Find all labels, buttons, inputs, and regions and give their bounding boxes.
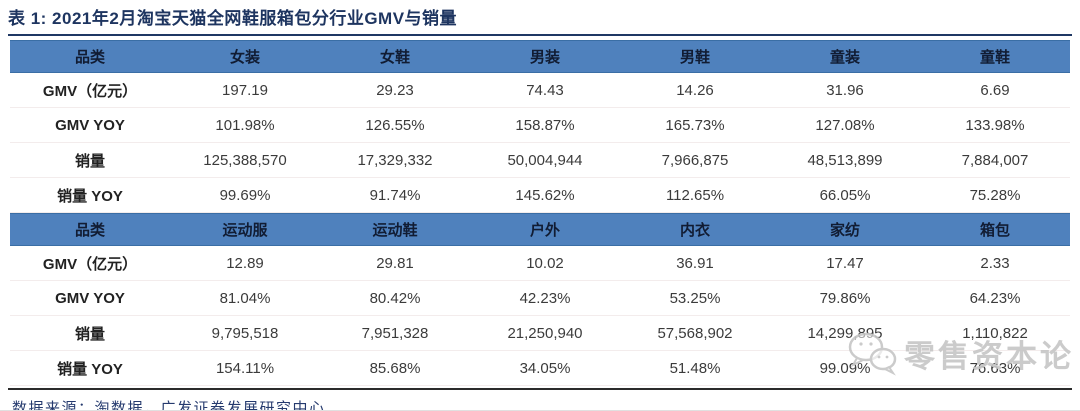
data-cell: 158.87% <box>515 116 575 134</box>
data-cell: 50,004,944 <box>507 151 583 169</box>
data-cell: 29.81 <box>376 254 414 272</box>
data-cell: 91.74% <box>369 186 421 204</box>
row-label: 销量 YOY <box>57 360 123 378</box>
data-cell: 64.23% <box>969 289 1021 307</box>
title-underline <box>8 34 1072 36</box>
data-cell: 197.19 <box>222 81 268 99</box>
header-cell: 童鞋 <box>979 49 1010 66</box>
data-cell: 1,110,822 <box>962 324 1028 342</box>
data-cell: 21,250,940 <box>507 324 583 342</box>
table-row: 销量 YOY 99.69% 91.74% 145.62% 112.65% 66.05% 75… <box>10 178 1070 213</box>
data-cell: 145.62% <box>515 186 575 204</box>
data-cell: 17,329,332 <box>357 151 433 169</box>
data-cell: 85.68% <box>369 359 421 377</box>
data-cell: 133.98% <box>965 116 1025 134</box>
table-header-row: 品类 运动服 运动鞋 户外 内衣 家纺 箱包 <box>10 213 1070 246</box>
data-cell: 7,951,328 <box>361 324 429 342</box>
data-source-note: 数据来源：淘数据，广发证券发展研究中心 <box>12 400 326 411</box>
table-row: GMV（亿元） 197.19 29.23 74.43 14.26 31.96 6.69 <box>10 73 1070 108</box>
row-label: 销量 <box>74 152 105 170</box>
data-cell: 74.43 <box>526 81 564 99</box>
data-cell: 53.25% <box>669 289 721 307</box>
header-cell: 运动服 <box>222 222 268 239</box>
header-cell: 箱包 <box>979 222 1010 239</box>
table-title: 表 1: 2021年2月淘宝天猫全网鞋服箱包分行业GMV与销量 <box>8 9 458 28</box>
header-cell: 男装 <box>529 49 560 66</box>
data-cell: 34.05% <box>519 359 571 377</box>
header-cell: 户外 <box>529 222 560 239</box>
data-cell: 29.23 <box>376 81 414 99</box>
data-cell: 126.55% <box>365 116 425 134</box>
row-label: 销量 <box>74 325 105 343</box>
data-cell: 79.86% <box>819 289 871 307</box>
table-row: 销量 9,795,518 7,951,328 21,250,940 57,568,902… <box>10 316 1070 351</box>
footer-rule <box>8 388 1072 390</box>
row-label: GMV YOY <box>55 289 125 307</box>
data-cell: 99.09% <box>819 359 871 377</box>
data-cell: 127.08% <box>815 116 875 134</box>
data-cell: 7,884,007 <box>961 151 1029 169</box>
data-cell: 66.05% <box>819 186 871 204</box>
header-cell: 内衣 <box>679 222 710 239</box>
data-cell: 2.33 <box>980 254 1010 272</box>
data-cell: 125,388,570 <box>203 151 287 169</box>
table-row: GMV YOY 81.04% 80.42% 42.23% 53.25% 79.86% 64.… <box>10 281 1070 316</box>
data-cell: 76.63% <box>969 359 1021 377</box>
data-cell: 14,299,895 <box>807 324 883 342</box>
data-cell: 57,568,902 <box>657 324 733 342</box>
header-cell: 女鞋 <box>379 49 410 66</box>
data-cell: 10.02 <box>526 254 564 272</box>
header-cell: 品类 <box>74 49 105 66</box>
data-cell: 101.98% <box>215 116 275 134</box>
header-cell: 女装 <box>229 49 260 66</box>
data-cell: 80.42% <box>369 289 421 307</box>
data-cell: 17.47 <box>826 254 864 272</box>
data-cell: 12.89 <box>226 254 264 272</box>
data-cell: 99.69% <box>219 186 271 204</box>
data-cell: 6.69 <box>980 81 1010 99</box>
table-header-row: 品类 女装 女鞋 男装 男鞋 童装 童鞋 <box>10 40 1070 73</box>
header-cell: 品类 <box>74 222 105 239</box>
data-cell: 75.28% <box>969 186 1021 204</box>
data-cell: 7,966,875 <box>661 151 729 169</box>
data-cell: 31.96 <box>826 81 864 99</box>
header-cell: 男鞋 <box>679 49 710 66</box>
row-label: GMV YOY <box>55 116 125 134</box>
table-row: 销量 YOY 154.11% 85.68% 34.05% 51.48% 99.09% 76.… <box>10 351 1070 386</box>
data-cell: 48,513,899 <box>807 151 883 169</box>
data-cell: 9,795,518 <box>211 324 279 342</box>
header-cell: 家纺 <box>829 222 860 239</box>
data-cell: 81.04% <box>219 289 271 307</box>
table-row: GMV（亿元） 12.89 29.81 10.02 36.91 17.47 2.33 <box>10 246 1070 281</box>
data-cell: 154.11% <box>215 359 275 377</box>
gmv-sales-table: 品类 女装 女鞋 男装 男鞋 童装 童鞋 GMV（亿元） 197.19 29.23 74.43 14.… <box>10 40 1070 386</box>
row-label: GMV（亿元） <box>42 255 138 273</box>
data-cell: 36.91 <box>676 254 714 272</box>
data-cell: 14.26 <box>676 81 714 99</box>
header-cell: 运动鞋 <box>372 222 418 239</box>
row-label: GMV（亿元） <box>42 82 138 100</box>
data-cell: 165.73% <box>665 116 725 134</box>
header-cell: 童装 <box>829 49 860 66</box>
table-row: GMV YOY 101.98% 126.55% 158.87% 165.73% 127.0… <box>10 108 1070 143</box>
row-label: 销量 YOY <box>57 187 123 205</box>
data-cell: 51.48% <box>669 359 721 377</box>
table-row: 销量 125,388,570 17,329,332 50,004,944 7,966,8… <box>10 143 1070 178</box>
data-cell: 42.23% <box>519 289 571 307</box>
data-cell: 112.65% <box>665 186 725 204</box>
